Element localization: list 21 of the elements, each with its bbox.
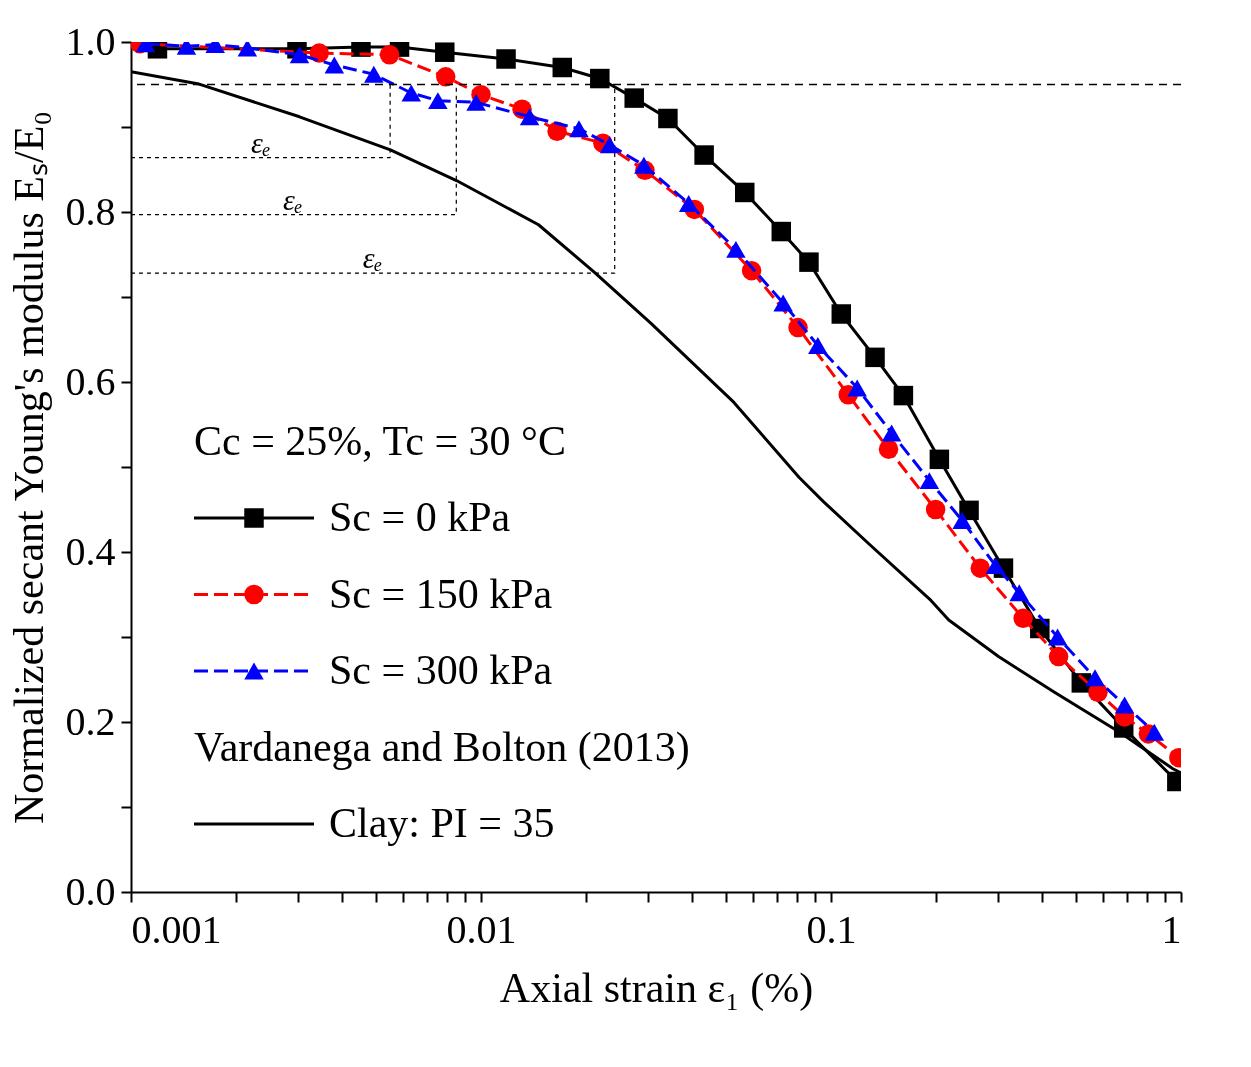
y-tick-label: 1.0	[65, 18, 116, 64]
y-tick-label: 0.2	[65, 698, 116, 744]
legend-label: Sc = 300 kPa	[329, 647, 553, 693]
y-tick-label: 0.4	[65, 528, 116, 574]
x-tick-label: 1	[1161, 906, 1182, 952]
legend-label: Clay: PI = 35	[329, 800, 555, 846]
legend-label: Sc = 150 kPa	[329, 570, 553, 617]
annotation: εₑ	[362, 241, 383, 275]
annotation: εₑ	[283, 182, 303, 216]
legend-label: Sc = 0 kPa	[329, 494, 511, 540]
x-axis-title: Axial strain ε₁ (%)	[499, 964, 814, 1012]
x-tick-label: 0.001	[131, 906, 222, 952]
legend-title: Cc = 25%, Tc = 30 °C	[194, 417, 566, 464]
y-tick-label: 0.8	[65, 188, 116, 234]
x-tick-label: 0.1	[806, 906, 857, 952]
y-tick-label: 0.6	[65, 358, 116, 404]
y-axis-title: Normalized secant Young's modulus Eₛ/E₀	[5, 111, 52, 824]
y-tick-label: 0.0	[65, 868, 116, 914]
annotation: Vardanega and Bolton (2013)	[194, 723, 690, 771]
x-tick-label: 0.01	[446, 906, 517, 952]
annotation: εₑ	[251, 125, 271, 159]
